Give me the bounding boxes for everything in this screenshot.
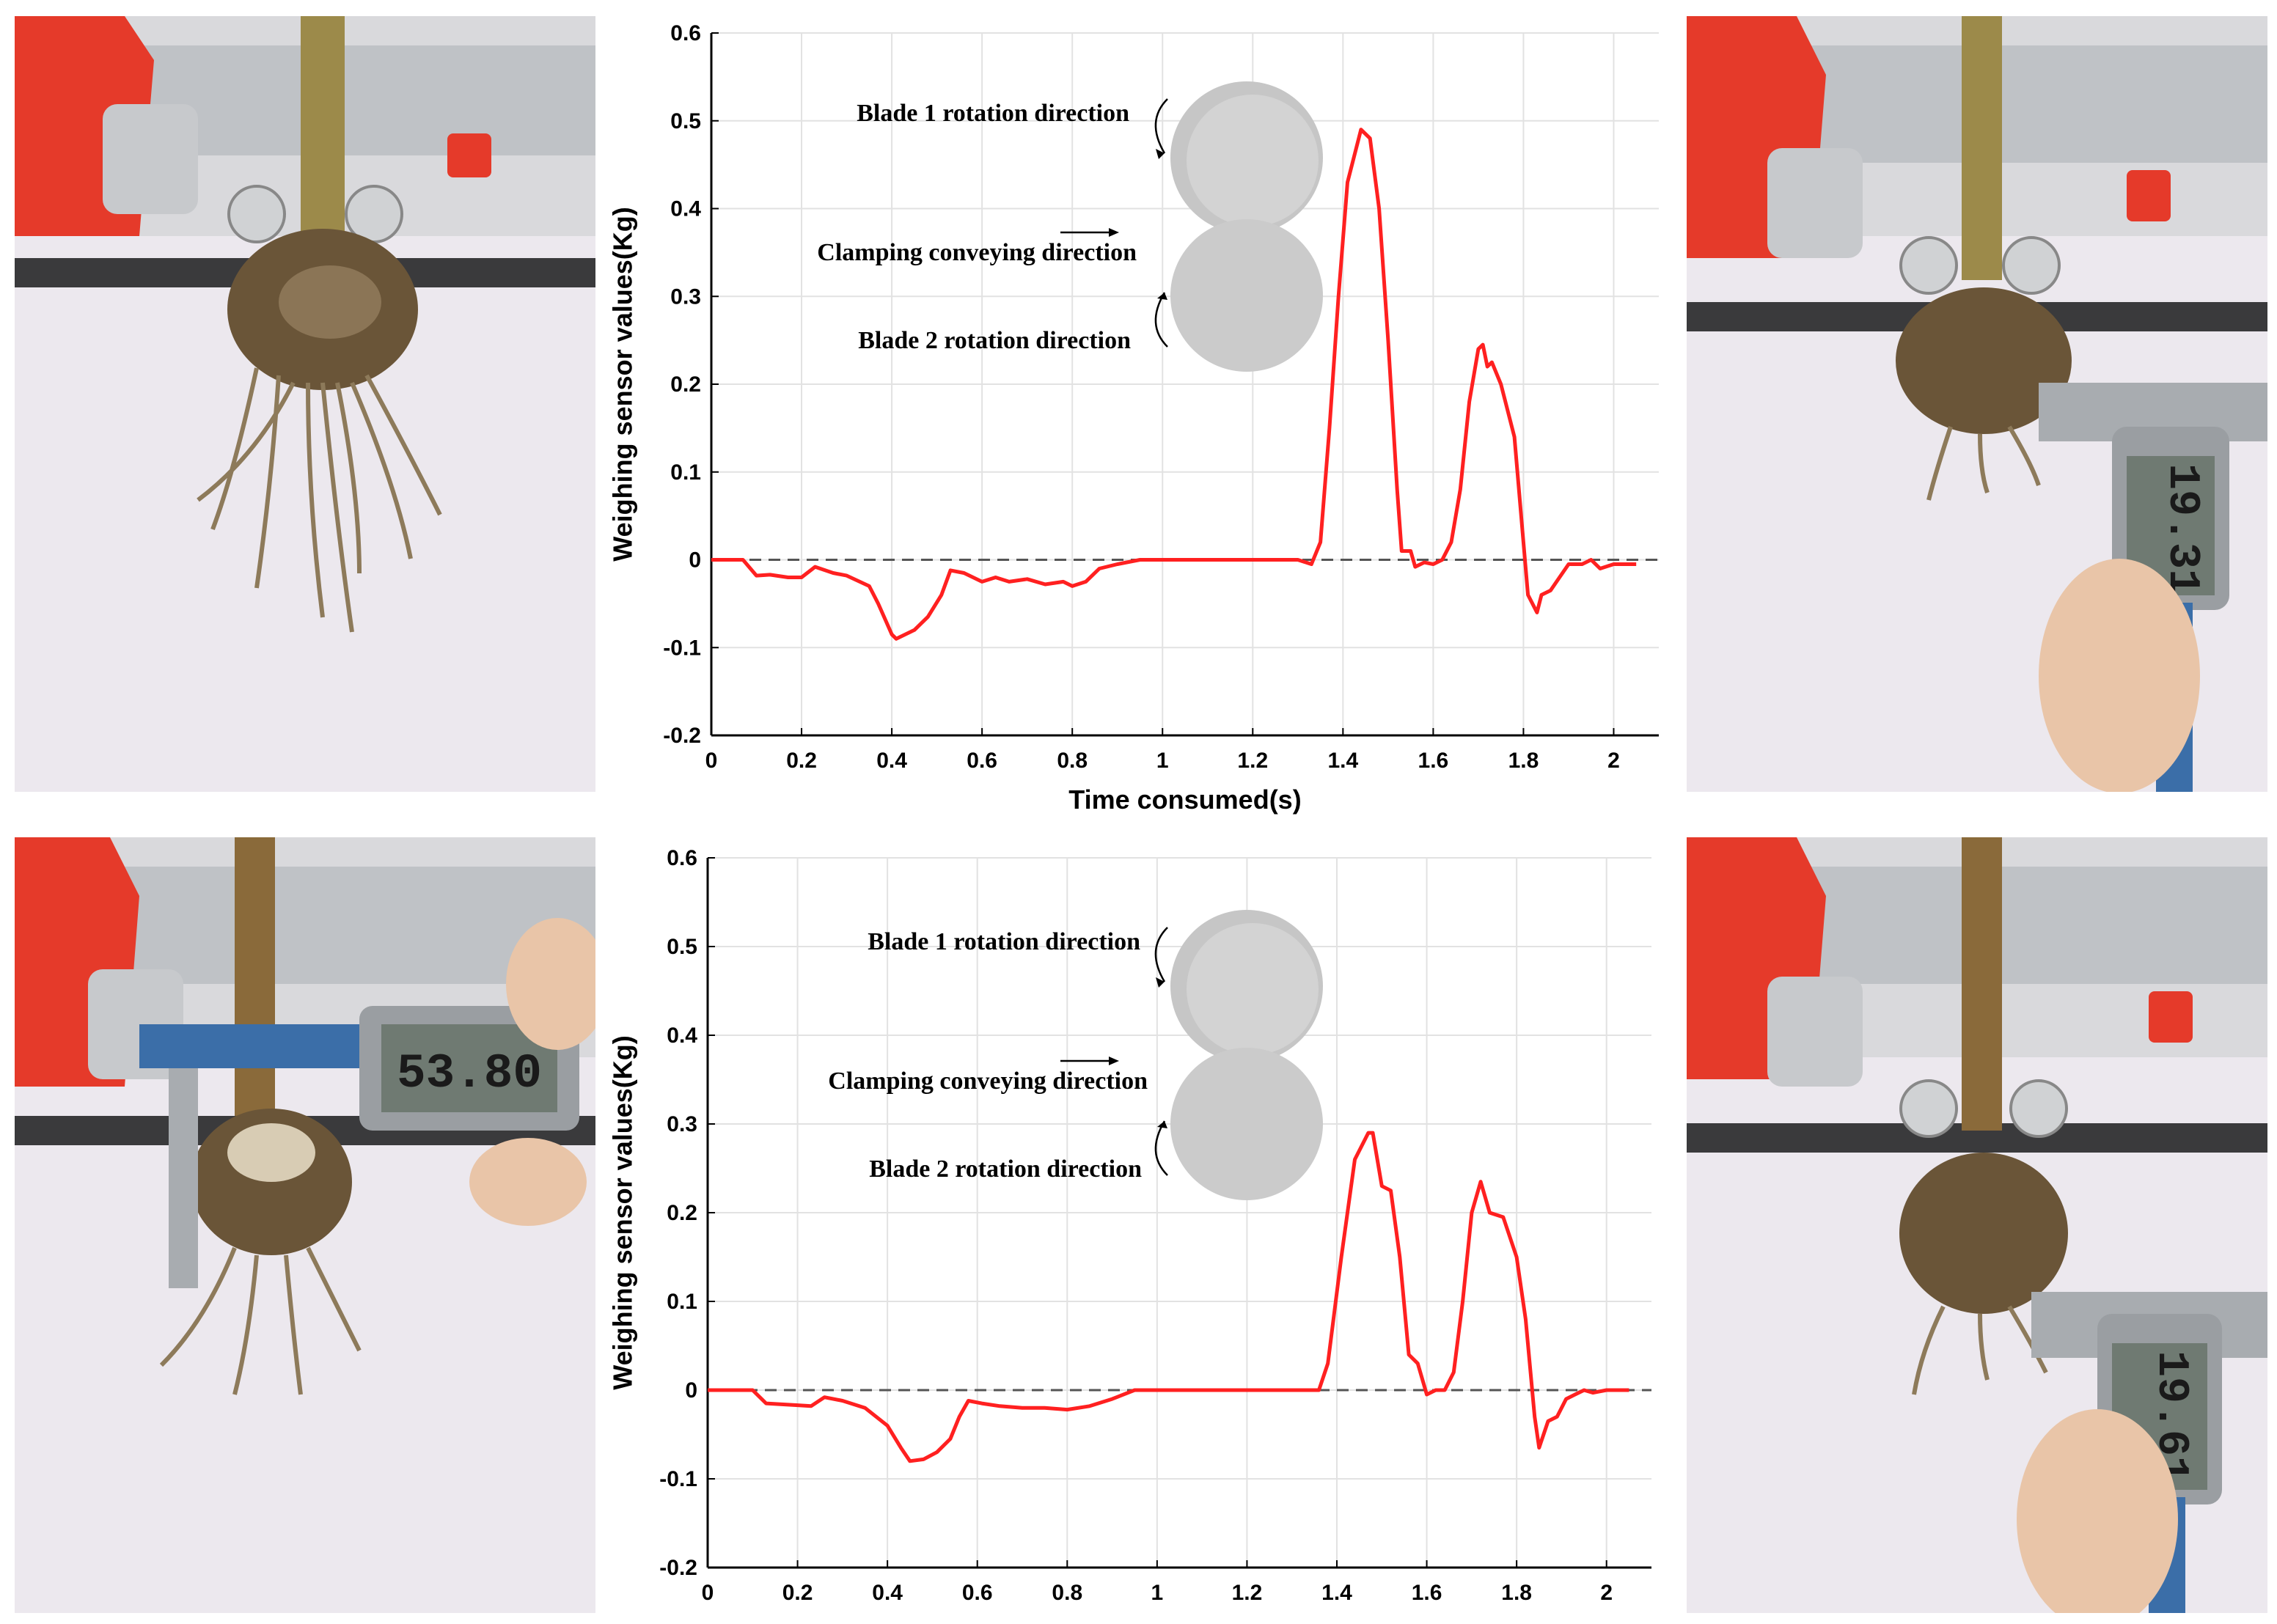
chart0-y-tick-label-4: 0.2	[670, 372, 701, 397]
chart0-series-line-0	[711, 128, 1637, 641]
chart1-y-tick-label-2: 0	[685, 1378, 697, 1403]
chart1-arrowhead-blade-2	[1157, 1121, 1167, 1128]
chart1-inset-label-blade-1: Blade 1 rotation direction	[868, 928, 1140, 955]
chart1-x-axis-label: Time consumed(s)	[1063, 1617, 1296, 1620]
chart-top-svg: 0 0.2 0.4 0.6 0.8 1 1.2 1.4 1.6 1.8 2 -0.2 -0.1 0 0.1 0…	[608, 21, 1659, 815]
chart1-x-tick-label-0: 0	[702, 1581, 714, 1605]
chart1-y-tick-label-1: -0.1	[659, 1467, 697, 1491]
chart0-y-tick-label-7: 0.5	[670, 109, 701, 133]
chart0-inset-label-blade-1: Blade 1 rotation direction	[857, 100, 1129, 127]
chart0-arrowhead-blade-1	[1156, 149, 1165, 159]
chart1-x-tick-label-7: 1.4	[1321, 1581, 1352, 1605]
chart1-arrowhead-blade-1	[1156, 977, 1165, 988]
chart0-arrowhead-clamping	[1109, 228, 1119, 237]
chart0-inset-label-clamping: Clamping conveying direction	[817, 239, 1137, 266]
chart1-y-tick-label-3: 0.1	[667, 1290, 697, 1314]
chart0-x-tick-label-6: 1.2	[1237, 749, 1268, 773]
chart1-arrow-blade-1	[1154, 927, 1168, 982]
chart0-blade-2	[1170, 219, 1323, 372]
chart0-arrowhead-blade-2	[1157, 293, 1167, 300]
chart1-x-tick-label-10: 2	[1600, 1581, 1613, 1605]
chart1-y-tick-label-5: 0.3	[667, 1112, 697, 1136]
chart1-x-tick-label-4: 0.8	[1052, 1581, 1082, 1605]
chart0-blade-1-face	[1187, 95, 1319, 227]
photo-top-right-caliper: 19.31	[1687, 16, 2267, 792]
chart1-x-tick-label-5: 1	[1151, 1581, 1164, 1605]
chart0-x-tick-label-10: 2	[1607, 749, 1620, 773]
chart1-arrowhead-clamping	[1109, 1057, 1119, 1065]
chart0-x-tick-label-1: 0.2	[786, 749, 817, 773]
chart1-blade-2	[1170, 1048, 1323, 1200]
photo-top-left-bulb	[15, 16, 595, 792]
photo-bottom-right-caliper: 19.61	[1687, 837, 2267, 1613]
chart0-x-axis-label: Time consumed(s)	[1068, 785, 1301, 815]
chart0-y-tick-label-1: -0.1	[663, 636, 701, 660]
chart0-inset-label-blade-2: Blade 2 rotation direction	[858, 327, 1131, 354]
chart-bottom-svg: 0 0.2 0.4 0.6 0.8 1 1.2 1.4 1.6 1.8 2 -0.2 -0.1 0 0.1 0…	[608, 846, 1651, 1624]
chart1-series-line-0	[708, 1131, 1629, 1463]
chart0-arrow-blade-1	[1154, 98, 1168, 154]
chart1-x-tick-label-6: 1.2	[1232, 1581, 1263, 1605]
chart0-x-tick-label-9: 1.8	[1508, 749, 1539, 773]
chart0-x-tick-label-7: 1.4	[1327, 749, 1358, 773]
chart0-y-tick-label-8: 0.6	[670, 21, 701, 45]
chart1-x-tick-label-2: 0.4	[872, 1581, 903, 1605]
chart-bottom: 0 0.2 0.4 0.6 0.8 1 1.2 1.4 1.6 1.8 2 -0.2 -0.1 0 0.1 0…	[601, 832, 1679, 1624]
chart0-y-tick-label-6: 0.4	[670, 197, 701, 221]
chart0-x-tick-label-5: 1	[1156, 749, 1169, 773]
chart1-y-tick-label-6: 0.4	[667, 1024, 697, 1048]
chart1-x-tick-label-8: 1.6	[1412, 1581, 1442, 1605]
chart0-y-tick-label-5: 0.3	[670, 284, 701, 309]
photo-bottom-left-caliper: 53.80	[15, 837, 595, 1613]
chart0-x-tick-label-2: 0.4	[876, 749, 907, 773]
chart1-inset-label-blade-2: Blade 2 rotation direction	[869, 1155, 1142, 1183]
chart0-arrow-blade-2	[1154, 292, 1168, 348]
chart0-x-tick-label-3: 0.6	[967, 749, 997, 773]
caliper-reading-top-right: 19.31	[2157, 463, 2207, 595]
chart1-inset-label-clamping: Clamping conveying direction	[828, 1068, 1148, 1095]
chart-top: 0 0.2 0.4 0.6 0.8 1 1.2 1.4 1.6 1.8 2 -0.2 -0.1 0 0.1 0…	[601, 7, 1679, 821]
chart1-x-tick-label-1: 0.2	[782, 1581, 813, 1605]
chart0-x-tick-label-4: 0.8	[1057, 749, 1088, 773]
chart1-y-tick-label-4: 0.2	[667, 1201, 697, 1225]
chart1-x-tick-label-9: 1.8	[1501, 1581, 1532, 1605]
chart0-y-tick-label-3: 0.1	[670, 460, 701, 485]
chart1-blade-1-face	[1187, 923, 1319, 1055]
caliper-reading-bottom-left: 53.80	[397, 1046, 542, 1101]
chart0-y-axis-label: Weighing sensor values(Kg)	[608, 207, 638, 561]
chart0-x-tick-label-8: 1.6	[1418, 749, 1449, 773]
chart1-y-tick-label-0: -0.2	[659, 1556, 697, 1580]
chart0-y-tick-label-0: -0.2	[663, 724, 701, 748]
chart1-y-axis-label: Weighing sensor values(Kg)	[608, 1035, 638, 1389]
chart0-y-tick-label-2: 0	[689, 548, 701, 573]
chart1-y-tick-label-8: 0.6	[667, 846, 697, 870]
chart1-y-tick-label-7: 0.5	[667, 935, 697, 959]
chart0-x-tick-label-0: 0	[705, 749, 718, 773]
chart1-x-tick-label-3: 0.6	[962, 1581, 993, 1605]
